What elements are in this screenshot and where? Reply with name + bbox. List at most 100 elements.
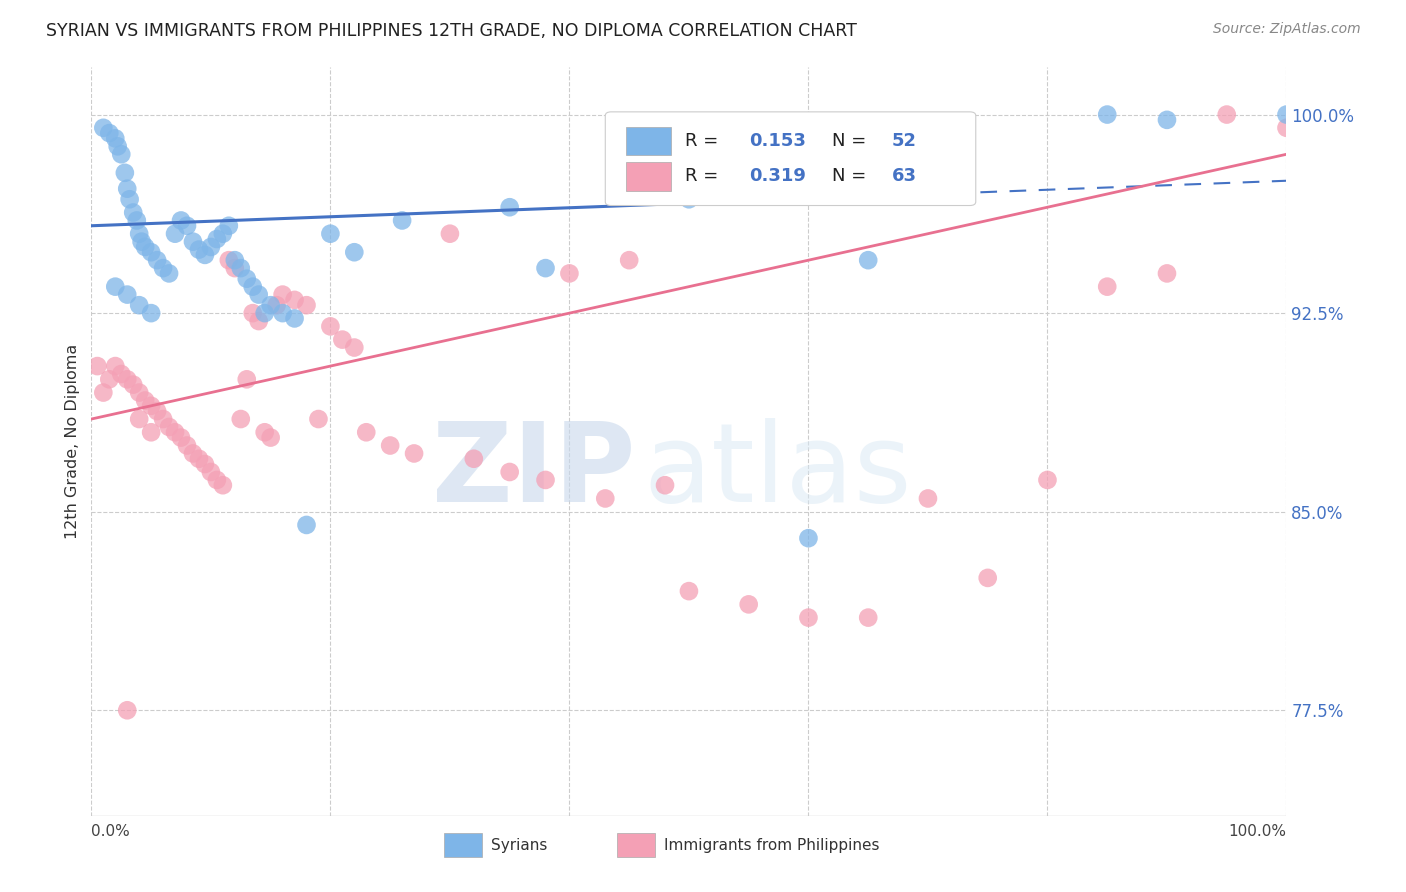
Point (163, 227, 186, 241)
Text: N =: N = (832, 132, 872, 150)
Point (125, 213, 148, 227)
Point (354, 425, 377, 440)
Point (242, 279, 264, 293)
Point (194, 248, 217, 262)
Point (205, 473, 228, 487)
Point (271, 306, 294, 320)
FancyBboxPatch shape (617, 833, 655, 857)
Point (141, 399, 162, 413)
Point (181, 446, 204, 460)
Text: 63: 63 (891, 168, 917, 186)
Point (253, 425, 276, 440)
Point (534, 261, 557, 276)
Point (110, 147, 132, 161)
Point (1156, 267, 1178, 281)
Point (247, 287, 270, 301)
Point (378, 438, 402, 452)
Point (134, 393, 156, 408)
Point (619, 253, 641, 268)
Point (163, 425, 186, 440)
Point (343, 341, 366, 355)
Point (266, 298, 288, 312)
Point (218, 219, 240, 233)
Point (1275, 107, 1298, 121)
Point (307, 412, 329, 426)
Point (157, 420, 180, 434)
Text: 100.0%: 100.0% (1229, 824, 1286, 839)
Point (319, 227, 342, 241)
Text: 52: 52 (891, 132, 917, 150)
Point (229, 261, 252, 276)
Point (107, 139, 129, 153)
Point (295, 298, 318, 312)
Text: Syrians: Syrians (491, 838, 547, 853)
Point (224, 253, 246, 268)
Point (98, 126, 121, 140)
Point (176, 219, 198, 233)
Point (104, 279, 127, 293)
Point (283, 311, 307, 326)
Point (200, 465, 222, 479)
Point (170, 213, 193, 227)
Point (128, 412, 150, 426)
Text: 0.153: 0.153 (748, 132, 806, 150)
Point (678, 584, 700, 599)
Point (343, 245, 366, 260)
Point (146, 404, 169, 418)
Point (1097, 279, 1119, 293)
Point (128, 385, 150, 400)
Point (122, 205, 145, 219)
Point (218, 253, 240, 268)
Point (114, 166, 136, 180)
FancyBboxPatch shape (626, 162, 671, 191)
Point (391, 213, 413, 227)
Point (176, 438, 198, 452)
Point (1097, 107, 1119, 121)
Point (93, 385, 114, 400)
Point (259, 298, 281, 312)
Point (283, 293, 307, 307)
Point (115, 372, 138, 386)
Text: Source: ZipAtlas.com: Source: ZipAtlas.com (1213, 22, 1361, 37)
Text: Immigrants from Philippines: Immigrants from Philippines (664, 838, 879, 853)
Point (115, 703, 138, 717)
Point (558, 267, 581, 281)
Point (1215, 107, 1237, 121)
Point (737, 598, 759, 612)
Text: ZIP: ZIP (432, 418, 636, 525)
Point (917, 491, 939, 506)
Point (170, 431, 193, 445)
Text: SYRIAN VS IMMIGRANTS FROM PHILIPPINES 12TH GRADE, NO DIPLOMA CORRELATION CHART: SYRIAN VS IMMIGRANTS FROM PHILIPPINES 12… (46, 22, 858, 40)
Point (157, 267, 180, 281)
FancyBboxPatch shape (605, 112, 976, 205)
Point (463, 451, 485, 466)
Point (141, 245, 162, 260)
Point (131, 235, 153, 249)
Point (211, 227, 233, 241)
Point (104, 131, 127, 145)
Point (1275, 120, 1298, 135)
Point (976, 571, 998, 585)
Point (235, 271, 259, 285)
Point (146, 253, 169, 268)
Point (856, 253, 880, 268)
Point (271, 287, 294, 301)
Point (93, 120, 114, 135)
Text: N =: N = (832, 168, 872, 186)
Point (242, 306, 264, 320)
Point (141, 425, 162, 440)
Text: R =: R = (685, 132, 724, 150)
Point (224, 261, 246, 276)
Point (253, 306, 276, 320)
Point (1156, 112, 1178, 127)
Y-axis label: 12th Grade, No Diploma: 12th Grade, No Diploma (65, 344, 80, 539)
Point (86, 359, 108, 373)
Point (498, 465, 520, 479)
Point (200, 240, 222, 254)
Point (797, 531, 820, 545)
Point (211, 478, 233, 492)
Text: atlas: atlas (644, 418, 912, 525)
Point (141, 306, 162, 320)
Point (402, 446, 425, 460)
Point (1036, 473, 1059, 487)
